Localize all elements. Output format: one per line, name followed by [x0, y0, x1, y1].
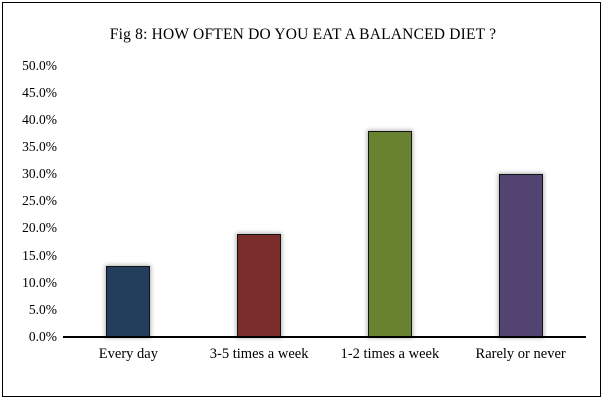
x-axis-category-label: Every day	[98, 346, 158, 362]
y-axis-tick-label: 30.0%	[22, 166, 57, 182]
x-axis-line	[63, 336, 586, 338]
y-axis-tick-label: 0.0%	[28, 329, 57, 344]
y-axis-tick-label: 25.0%	[22, 193, 57, 209]
y-axis-tick-label: 15.0%	[22, 247, 57, 263]
y-axis-tick-label: 45.0%	[22, 84, 57, 100]
y-axis-tick-label: 35.0%	[22, 138, 57, 154]
chart-title: Fig 8: HOW OFTEN DO YOU EAT A BALANCED D…	[109, 26, 497, 43]
bar-3-5-times-a-week	[237, 233, 282, 337]
x-axis-category-label: 1-2 times a week	[340, 346, 440, 362]
y-axis-tick-label: 20.0%	[22, 220, 57, 236]
bar-every-day	[106, 266, 151, 337]
y-axis-tick-label: 5.0%	[28, 301, 57, 317]
bar-rarely-or-never	[498, 174, 543, 337]
y-axis-tick-label: 50.0%	[22, 57, 57, 73]
bar-1-2-times-a-week	[367, 130, 412, 337]
x-axis-category-label: 3-5 times a week	[209, 346, 309, 362]
y-axis-tick-label: 40.0%	[22, 111, 57, 127]
y-axis-tick-label: 10.0%	[22, 274, 57, 290]
x-axis-category-label: Rarely or never	[475, 346, 566, 362]
